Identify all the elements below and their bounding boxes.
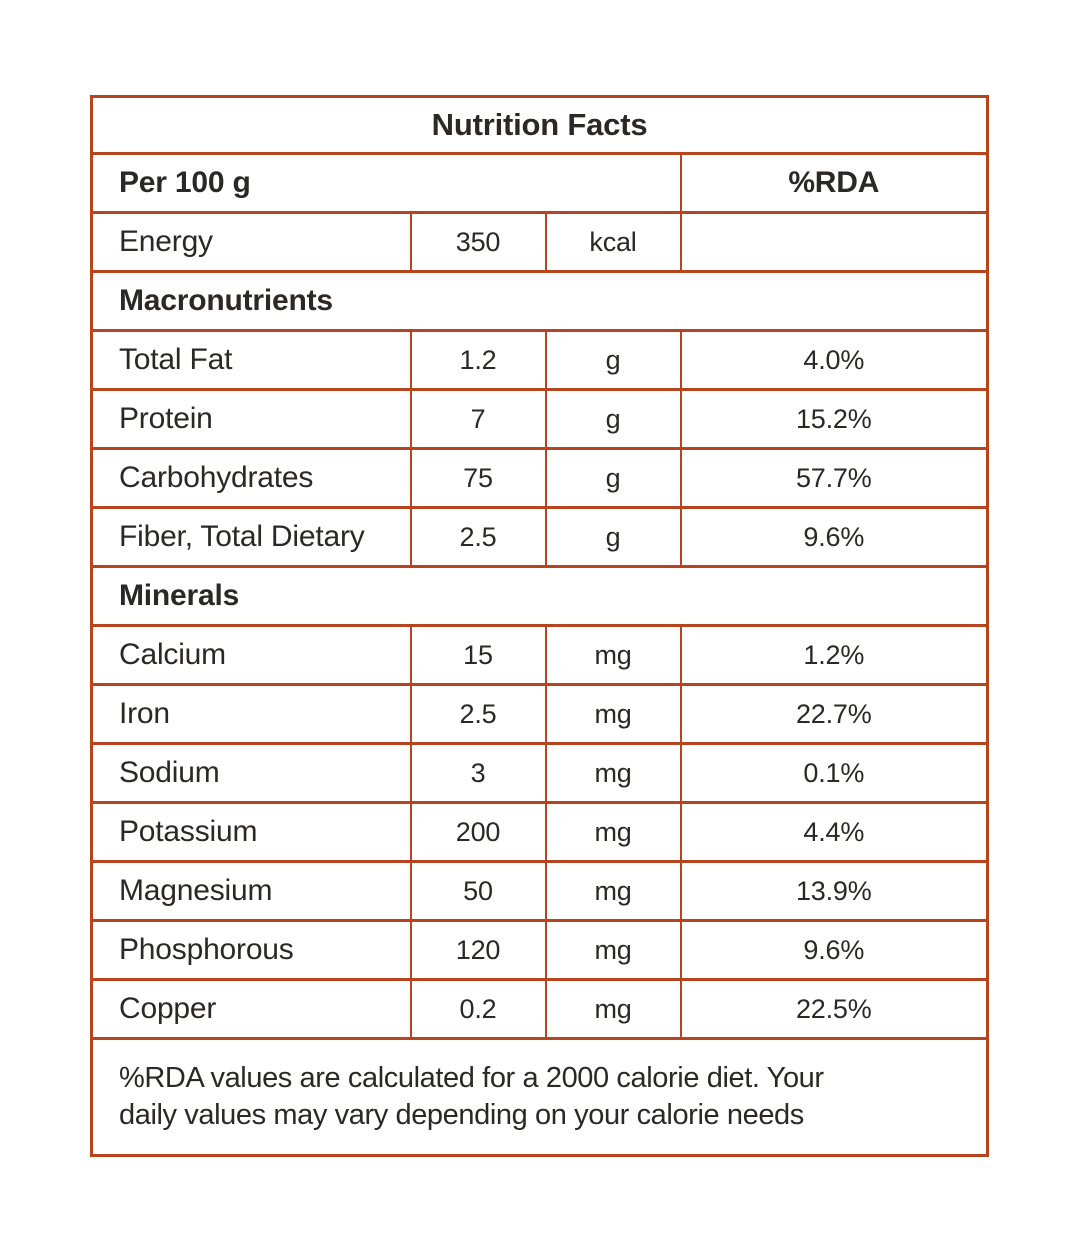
row-label: Phosphorous <box>90 919 412 981</box>
row-unit-energy: kcal <box>544 211 682 273</box>
row-value: 2.5 <box>409 683 547 745</box>
table-row: Calcium 15 mg 1.2% <box>90 624 989 686</box>
row-unit: g <box>544 447 682 509</box>
row-rda-energy <box>679 211 989 273</box>
table-row: Phosphorous 120 mg 9.6% <box>90 919 989 981</box>
row-value: 0.2 <box>409 978 547 1040</box>
row-label: Fiber, Total Dietary <box>90 506 412 568</box>
row-label: Total Fat <box>90 329 412 391</box>
row-rda: 57.7% <box>679 447 989 509</box>
row-value: 50 <box>409 860 547 922</box>
table-row: Carbohydrates 75 g 57.7% <box>90 447 989 509</box>
row-rda: 15.2% <box>679 388 989 450</box>
row-label: Protein <box>90 388 412 450</box>
section-header-minerals: Minerals <box>90 565 989 627</box>
table-title: Nutrition Facts <box>90 95 989 155</box>
row-value: 75 <box>409 447 547 509</box>
row-unit: mg <box>544 860 682 922</box>
row-value: 1.2 <box>409 329 547 391</box>
row-unit: g <box>544 388 682 450</box>
row-unit: mg <box>544 978 682 1040</box>
row-unit: mg <box>544 801 682 863</box>
rda-column-header: %RDA <box>679 152 989 214</box>
row-unit: mg <box>544 624 682 686</box>
row-rda: 4.4% <box>679 801 989 863</box>
row-rda: 9.6% <box>679 919 989 981</box>
row-value: 15 <box>409 624 547 686</box>
row-unit: mg <box>544 742 682 804</box>
table-row: Total Fat 1.2 g 4.0% <box>90 329 989 391</box>
table-row: Fiber, Total Dietary 2.5 g 9.6% <box>90 506 989 568</box>
table-row: Copper 0.2 mg 22.5% <box>90 978 989 1040</box>
table-row: Sodium 3 mg 0.1% <box>90 742 989 804</box>
row-label: Sodium <box>90 742 412 804</box>
row-value: 7 <box>409 388 547 450</box>
serving-size-header: Per 100 g <box>90 152 682 214</box>
section-header-macronutrients: Macronutrients <box>90 270 989 332</box>
row-value: 2.5 <box>409 506 547 568</box>
row-label: Carbohydrates <box>90 447 412 509</box>
table-row: Magnesium 50 mg 13.9% <box>90 860 989 922</box>
footer-note: %RDA values are calculated for a 2000 ca… <box>90 1037 989 1157</box>
row-rda: 22.7% <box>679 683 989 745</box>
table-row: Protein 7 g 15.2% <box>90 388 989 450</box>
row-label-energy: Energy <box>90 211 412 273</box>
row-unit: mg <box>544 683 682 745</box>
row-label: Copper <box>90 978 412 1040</box>
row-value: 120 <box>409 919 547 981</box>
row-label: Iron <box>90 683 412 745</box>
row-rda: 9.6% <box>679 506 989 568</box>
row-rda: 1.2% <box>679 624 989 686</box>
row-label: Calcium <box>90 624 412 686</box>
row-value: 200 <box>409 801 547 863</box>
row-unit: g <box>544 506 682 568</box>
table-row: Potassium 200 mg 4.4% <box>90 801 989 863</box>
row-label: Magnesium <box>90 860 412 922</box>
row-rda: 4.0% <box>679 329 989 391</box>
row-label: Potassium <box>90 801 412 863</box>
footer-note-line1: %RDA values are calculated for a 2000 ca… <box>119 1062 824 1094</box>
row-rda: 22.5% <box>679 978 989 1040</box>
footer-note-line2: daily values may vary depending on your … <box>119 1099 804 1131</box>
row-value: 3 <box>409 742 547 804</box>
table-row: Iron 2.5 mg 22.7% <box>90 683 989 745</box>
nutrition-facts-table: Nutrition Facts Per 100 g %RDA Energy 35… <box>90 95 990 1157</box>
row-rda: 0.1% <box>679 742 989 804</box>
row-unit: mg <box>544 919 682 981</box>
row-unit: g <box>544 329 682 391</box>
row-value-energy: 350 <box>409 211 547 273</box>
row-rda: 13.9% <box>679 860 989 922</box>
table-row: Energy 350 kcal <box>90 211 989 273</box>
nutrition-facts-panel: Nutrition Facts Per 100 g %RDA Energy 35… <box>90 95 990 1157</box>
